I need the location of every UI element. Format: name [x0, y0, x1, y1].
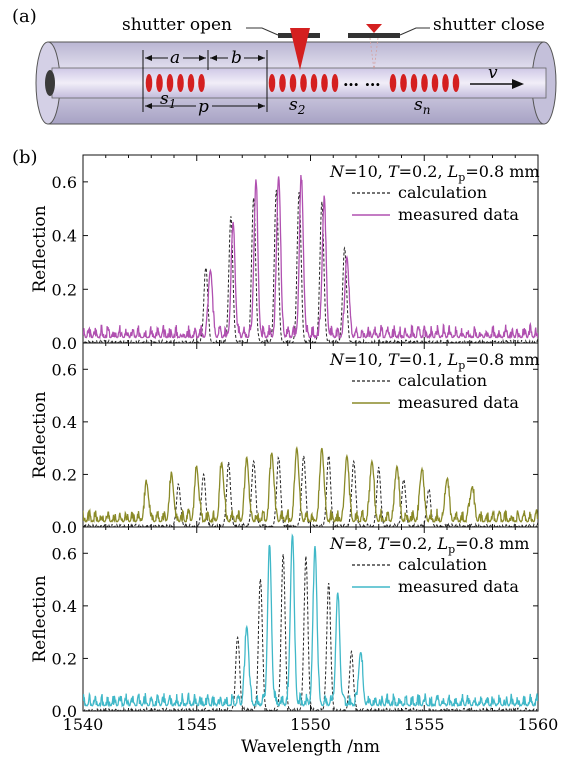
core-end-face — [45, 70, 55, 96]
dimension-arrowheads — [145, 55, 265, 109]
panel-a: (a) shutter open shutter close — [12, 6, 557, 125]
x-tick-label: 1550 — [290, 715, 331, 734]
y-tick-label: 0.4 — [52, 413, 77, 432]
grating-mark — [145, 74, 153, 92]
grating-mark — [389, 74, 397, 92]
legend-label: measured data — [398, 577, 519, 596]
grating-mark — [421, 74, 428, 92]
dimension-b-label: b — [231, 48, 242, 68]
legend-label: calculation — [398, 555, 487, 574]
shutter-close-faint-beam-2 — [373, 37, 379, 71]
grating-mark — [400, 74, 407, 92]
grating-mark — [187, 74, 195, 92]
shutter-open-label: shutter open — [122, 15, 232, 35]
x-tick-label: 1545 — [176, 715, 217, 734]
fiber-core — [51, 67, 547, 99]
x-axis-label: Wavelength /nm — [241, 737, 380, 757]
legend-title: N=8, T=0.2, Lp=0.8 mm — [329, 534, 529, 556]
grating-mark — [166, 74, 174, 92]
grating-mark — [289, 74, 297, 92]
grating-mark — [442, 74, 449, 92]
series-line-measured-data — [83, 445, 538, 525]
grating-mark — [177, 74, 184, 92]
y-tick-label: 0.0 — [52, 334, 77, 353]
dimension-a-label: a — [170, 48, 180, 68]
y-tick-label: 0.4 — [52, 597, 77, 616]
legend-label: calculation — [398, 183, 487, 202]
grating-groups — [145, 74, 460, 92]
legend-title: N=10, T=0.1, Lp=0.8 mm — [329, 350, 540, 372]
x-tick-label: 1560 — [518, 715, 559, 734]
grating-mark — [321, 74, 328, 92]
grating-mark — [331, 74, 339, 92]
x-tick-label: 1540 — [63, 715, 104, 734]
shutter-close-leader — [399, 27, 430, 36]
legend-label: measured data — [398, 205, 519, 224]
shutter-open-leader — [246, 27, 279, 36]
y-tick-label: 0.6 — [52, 173, 77, 192]
grating-mark — [300, 74, 307, 92]
segment-s1-label: s1 — [160, 89, 176, 111]
legend-label: measured data — [398, 393, 519, 412]
grating-mark — [156, 74, 163, 92]
grating-mark — [431, 74, 439, 92]
segment-s2-label: s2 — [289, 95, 305, 117]
segment-sn-label: sn — [414, 95, 430, 117]
y-tick-label: 0.0 — [52, 518, 77, 537]
y-tick-label: 0.2 — [52, 280, 77, 299]
y-tick-label: 0.0 — [52, 702, 77, 721]
shutter-open-beam — [290, 28, 310, 70]
grating-mark — [198, 74, 205, 92]
panel-b-label: (b) — [12, 147, 38, 168]
grating-mark — [268, 74, 276, 92]
ellipsis-label: … … — [343, 71, 381, 90]
series-line-measured-data — [83, 533, 538, 708]
grating-mark — [310, 74, 318, 92]
legend-label: calculation — [398, 371, 487, 390]
y-tick-label: 0.2 — [52, 649, 77, 668]
shutter-close-faint-beam-1 — [369, 37, 375, 71]
dimension-p-label: p — [198, 97, 209, 117]
y-tick-label: 0.2 — [52, 465, 77, 484]
grating-mark — [410, 74, 418, 92]
y-tick-label: 0.4 — [52, 227, 77, 246]
y-tick-label: 0.6 — [52, 544, 77, 563]
shutter-close-label: shutter close — [433, 15, 545, 35]
y-axis-label: Reflection — [30, 391, 50, 478]
grating-mark — [279, 74, 286, 92]
velocity-label: v — [488, 63, 498, 83]
y-axis-label: Reflection — [30, 575, 50, 662]
shutter-close-bar — [348, 33, 400, 38]
panel-a-label: (a) — [12, 6, 37, 27]
velocity-arrow-head — [512, 79, 524, 89]
y-axis-label: Reflection — [30, 205, 50, 292]
legend-title: N=10, T=0.2, Lp=0.8 mm — [329, 162, 540, 184]
chart-3: 0.0 0.2 0.4 0.6 1540 1545 1550 1555 1560 Waveleng… — [30, 526, 559, 757]
grating-mark — [452, 74, 460, 92]
shutter-close-beam — [366, 24, 382, 33]
x-tick-label: 1555 — [404, 715, 445, 734]
series-line-measured-data — [83, 174, 538, 341]
y-tick-label: 0.6 — [52, 360, 77, 379]
dimension-lines — [142, 50, 268, 112]
